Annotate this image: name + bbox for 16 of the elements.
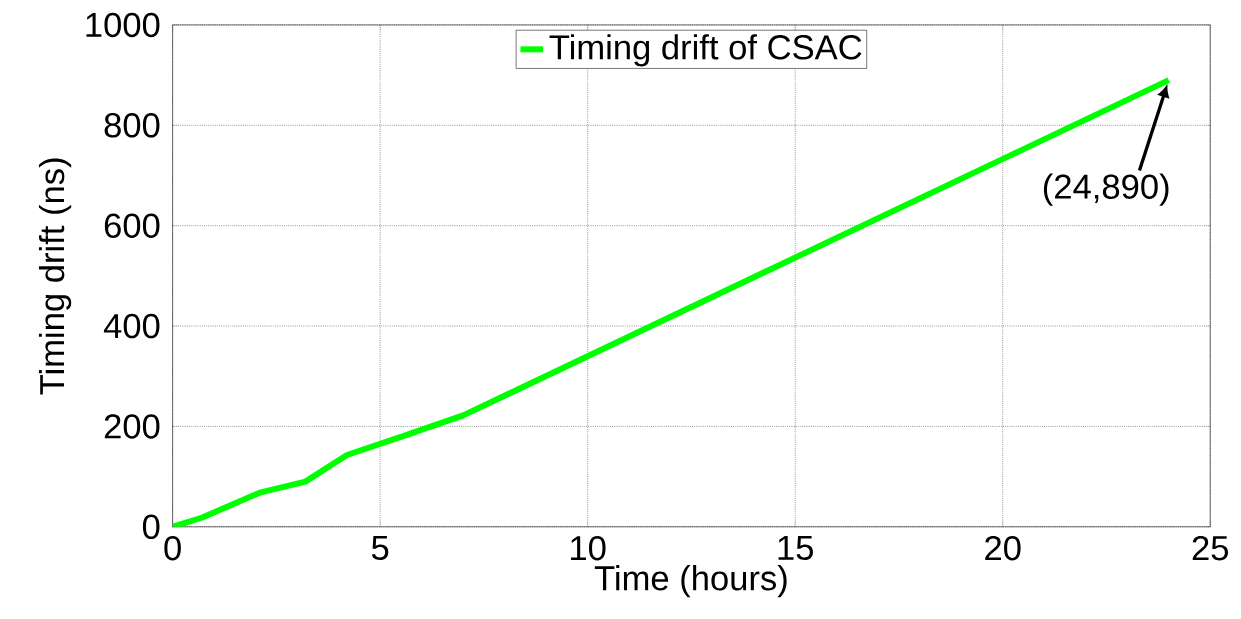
y-tick-label: 600 — [104, 213, 160, 239]
legend-label: Timing drift of CSAC — [549, 34, 862, 67]
x-tick-label: 25 — [1192, 536, 1229, 561]
annotation: (24,890) — [1043, 173, 1169, 206]
y-axis-title: Timing drift (ns) — [38, 158, 72, 395]
x-tick-label: 10 — [571, 536, 606, 561]
y-tick-label: 200 — [104, 414, 160, 439]
y-tick-label: 1000 — [86, 12, 160, 38]
x-tick-label: 20 — [985, 536, 1021, 561]
y-tick-label: 0 — [142, 514, 160, 540]
y-tick-label: 800 — [104, 113, 160, 138]
x-axis-title: Time (hours) — [594, 565, 787, 598]
x-tick-label: 15 — [778, 536, 813, 561]
x-tick-label: 0 — [164, 536, 181, 561]
x-tick-label: 5 — [371, 536, 389, 561]
y-tick-label: 400 — [103, 314, 160, 339]
